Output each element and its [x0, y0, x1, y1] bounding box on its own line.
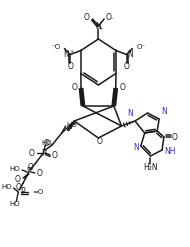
Text: P: P: [20, 187, 25, 197]
Text: N: N: [127, 109, 133, 118]
Text: O: O: [52, 151, 58, 161]
Text: +: +: [127, 49, 131, 55]
Text: N: N: [161, 107, 167, 116]
Text: O⁻: O⁻: [136, 44, 145, 50]
Text: O: O: [43, 139, 49, 147]
Text: O: O: [106, 14, 112, 22]
Text: HO: HO: [9, 201, 20, 207]
Text: O: O: [28, 163, 34, 171]
Text: HO: HO: [66, 122, 77, 128]
Text: =O: =O: [32, 189, 43, 195]
Text: HO: HO: [41, 140, 52, 146]
Text: O: O: [172, 132, 177, 142]
Text: ⁻O: ⁻O: [51, 44, 61, 50]
Text: N: N: [96, 22, 101, 31]
Text: O: O: [71, 83, 77, 92]
Text: NH: NH: [164, 147, 175, 157]
Text: N: N: [133, 144, 139, 152]
Text: +: +: [99, 26, 103, 31]
Text: N: N: [63, 50, 69, 59]
Text: O: O: [14, 174, 20, 184]
Text: H₂N: H₂N: [143, 163, 158, 171]
Text: O: O: [124, 62, 129, 71]
Text: O: O: [29, 148, 35, 158]
Text: HO: HO: [1, 184, 12, 190]
Text: HO: HO: [10, 166, 20, 172]
Text: ⁻: ⁻: [109, 17, 113, 23]
Text: O: O: [84, 14, 90, 22]
Text: O: O: [120, 83, 125, 92]
Text: O: O: [96, 138, 102, 146]
Text: O: O: [37, 169, 43, 179]
Text: O: O: [15, 183, 21, 191]
Text: P: P: [27, 167, 31, 177]
Text: +: +: [69, 49, 73, 55]
Text: N: N: [127, 50, 133, 59]
Text: O: O: [67, 62, 73, 71]
Text: P: P: [41, 148, 46, 158]
